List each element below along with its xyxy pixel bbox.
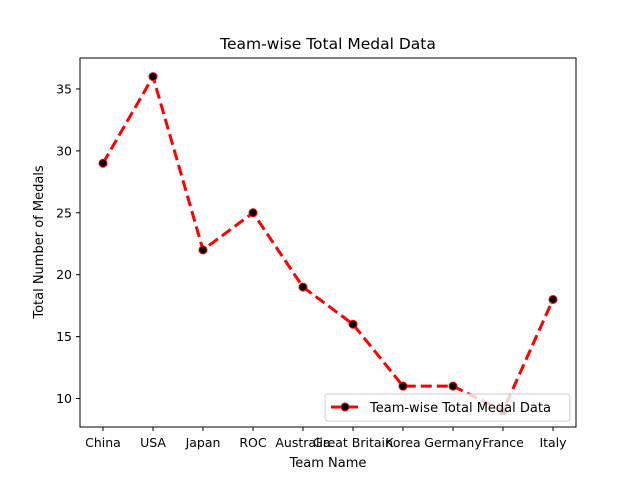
y-tick-label: 15 — [56, 329, 72, 344]
x-tick-label: Italy — [539, 435, 567, 450]
x-tick-label: Australia — [275, 435, 330, 450]
legend: Team-wise Total Medal Data — [324, 393, 571, 422]
data-point — [148, 72, 158, 82]
data-point — [348, 319, 358, 329]
y-tick-label: 25 — [56, 205, 72, 220]
x-tick-label: France — [482, 435, 524, 450]
chart-title: Team-wise Total Medal Data — [219, 35, 436, 53]
y-tick-label: 30 — [56, 143, 72, 158]
data-point — [548, 294, 558, 304]
data-point — [248, 208, 258, 218]
legend-box — [324, 393, 571, 422]
x-tick-label: China — [85, 435, 121, 450]
y-tick-label: 20 — [56, 267, 72, 282]
data-point — [398, 381, 408, 391]
x-tick-label: Korea — [385, 435, 420, 450]
x-tick-label: Germany — [424, 435, 482, 450]
y-axis-ticks: 10 15 20 25 30 35 — [56, 81, 80, 406]
y-tick-label: 10 — [56, 391, 72, 406]
plot-frame — [79, 57, 577, 428]
x-tick-label: Japan — [185, 435, 221, 450]
plot-area — [80, 58, 576, 427]
x-axis-label: Team Name — [289, 456, 367, 471]
data-point — [298, 282, 308, 292]
legend-label: Team-wise Total Medal Data — [369, 401, 551, 416]
y-axis-label: Total Number of Medals — [32, 165, 47, 320]
x-tick-label: USA — [140, 435, 166, 450]
x-tick-label: Great Britain — [313, 435, 393, 450]
x-tick-label: ROC — [239, 435, 267, 450]
data-point — [198, 245, 208, 255]
y-tick-label: 35 — [56, 81, 72, 96]
legend-marker-swatch — [340, 402, 350, 412]
data-point — [98, 158, 108, 168]
data-point — [448, 381, 458, 391]
